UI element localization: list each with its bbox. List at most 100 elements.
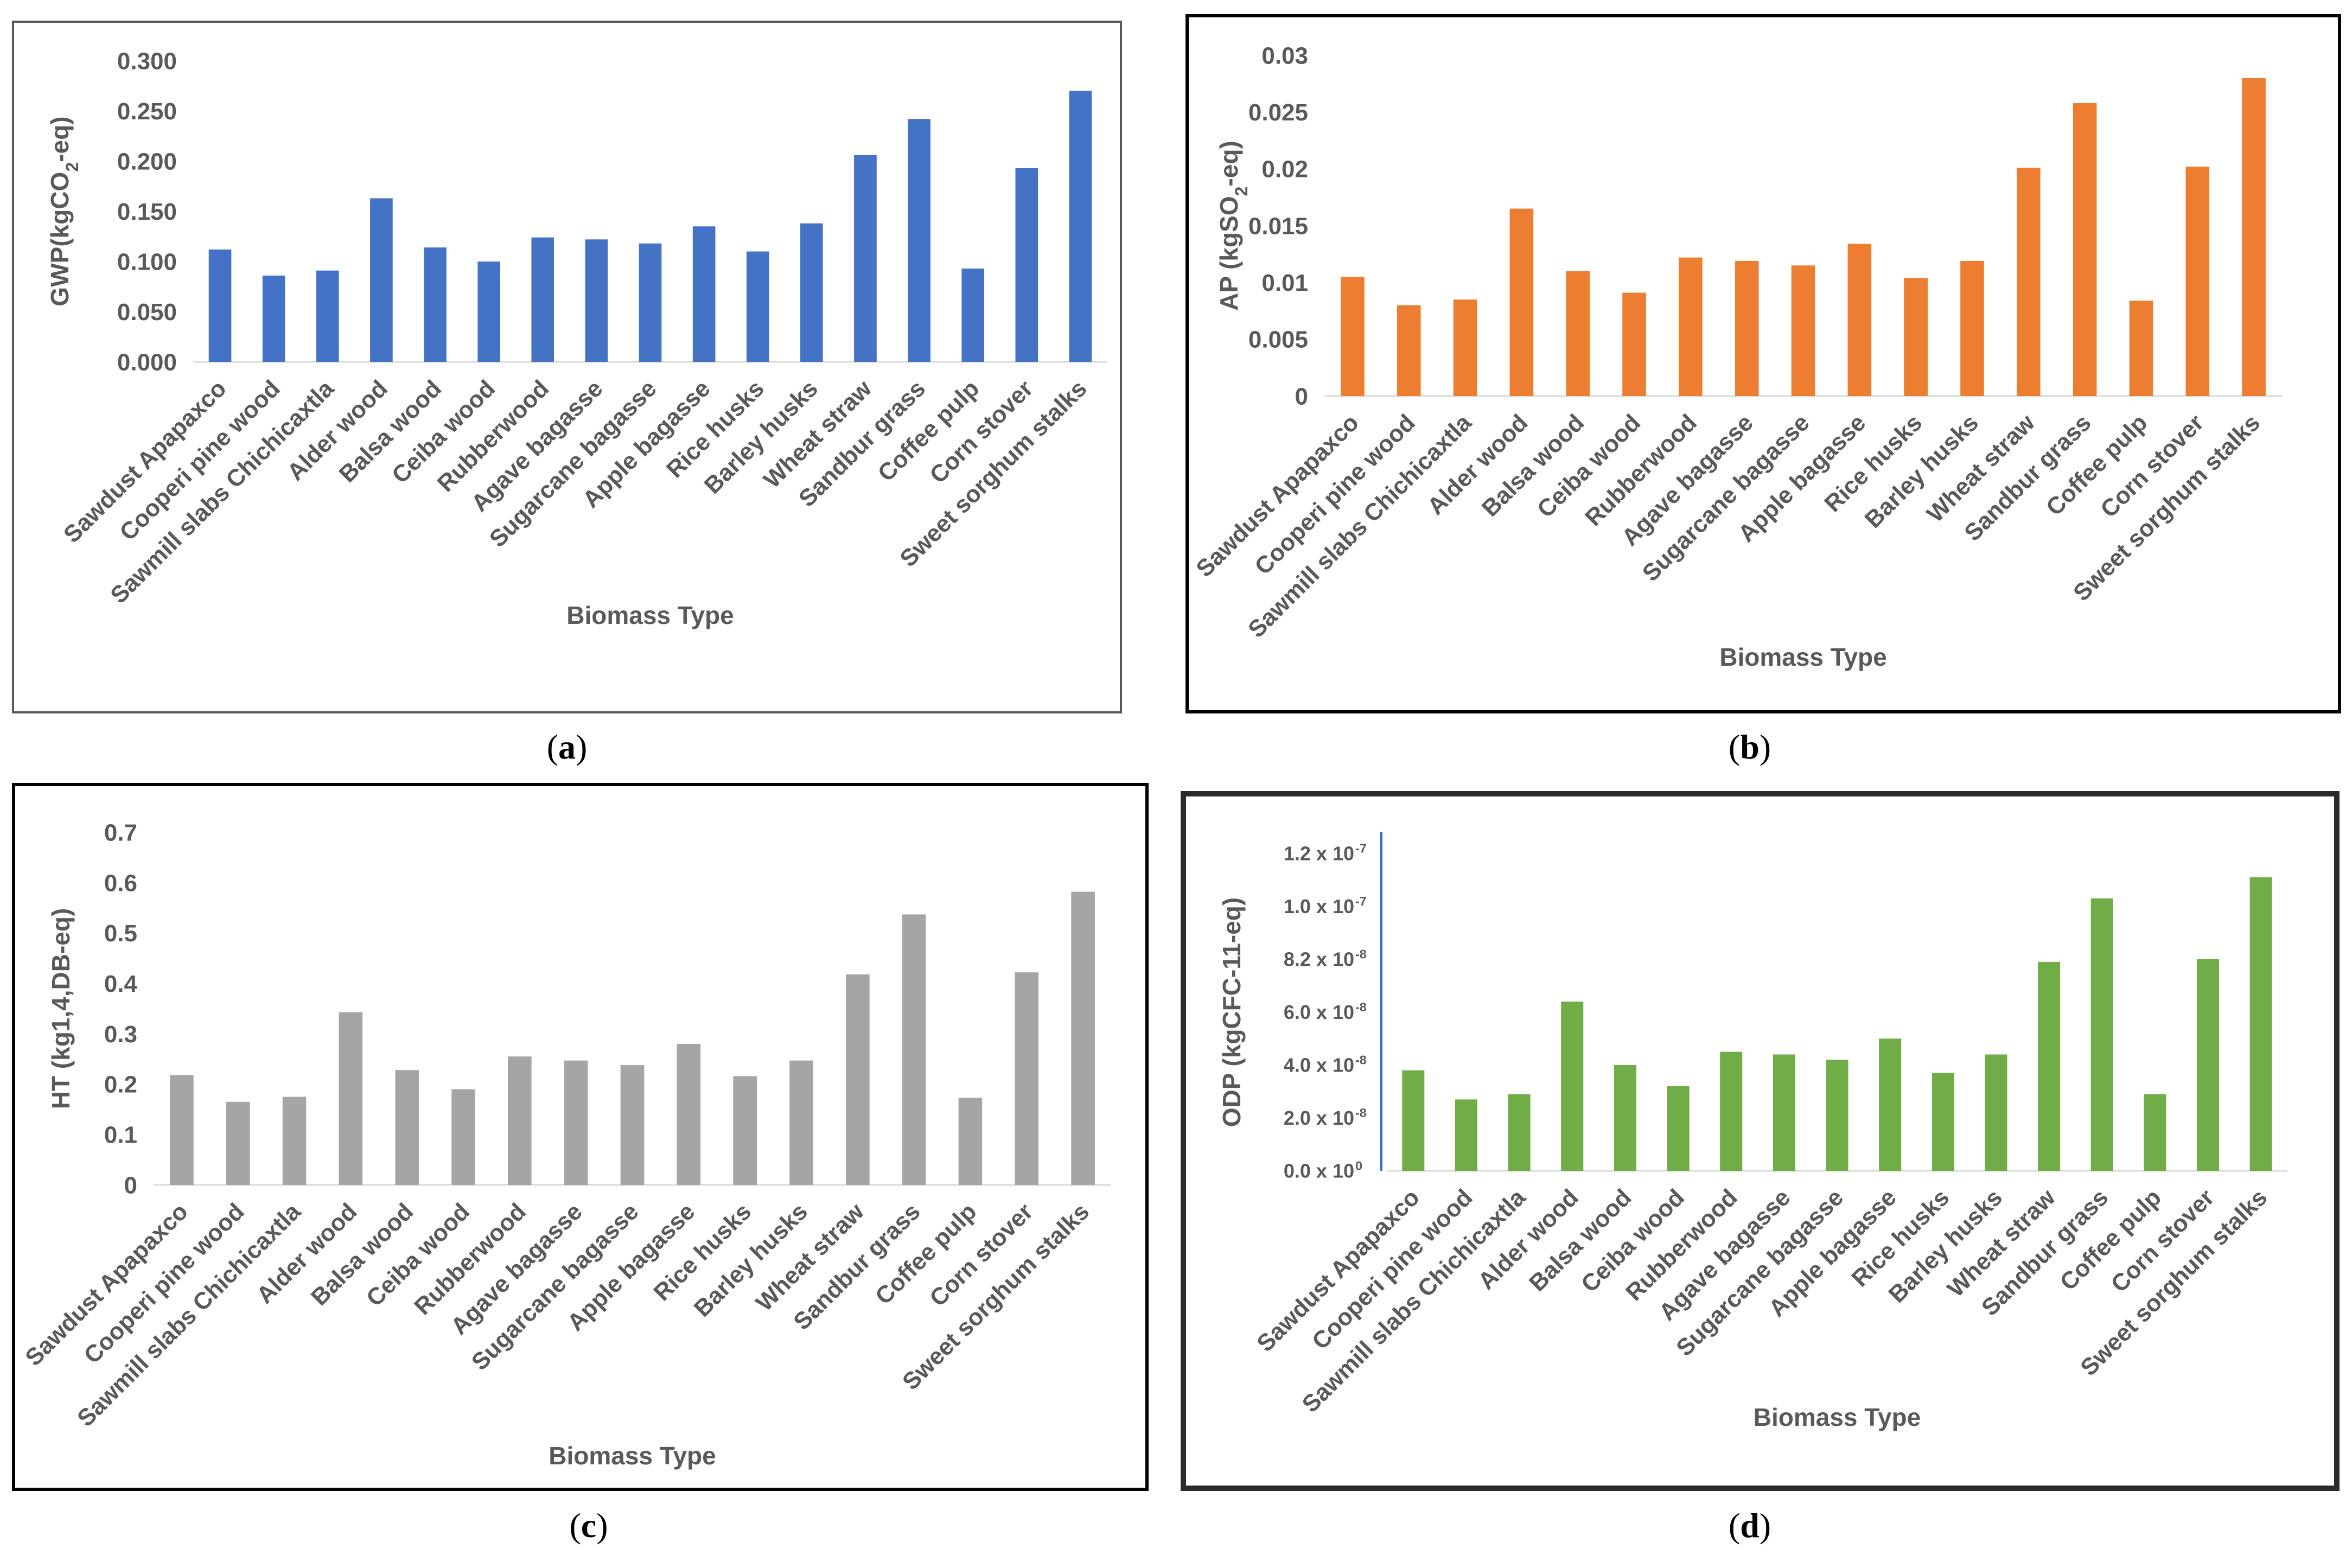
- bar-coffee-pulp: [958, 1098, 983, 1185]
- y-tick-exponent: -8: [1355, 1106, 1367, 1120]
- bar-cooperi-pine-wood: [1455, 1099, 1477, 1171]
- y-tick-label: 0: [1295, 383, 1308, 410]
- chart-panel-b: 0 0.005 0.01 0.015 0.02 0.025 0.03 Sawdust Apap…: [1185, 14, 2341, 713]
- y-tick-label: 6.0 x 10: [1284, 1001, 1354, 1023]
- bar-sawdust-apapaxco: [170, 1075, 194, 1185]
- bar-rice-husks: [733, 1076, 757, 1185]
- y-tick-label: 2.0 x 10: [1284, 1107, 1354, 1129]
- bar-corn-stover: [1015, 972, 1039, 1185]
- bar-sugarcane-bagasse: [1791, 265, 1815, 396]
- y-tick-label: 0.0 x 10: [1284, 1160, 1354, 1182]
- x-tick-label: Sawmill slabs Chichicaxtla: [105, 375, 339, 609]
- x-axis-title: Biomass Type: [1719, 643, 1886, 671]
- x-axis-title: Biomass Type: [549, 1442, 716, 1470]
- caption-d: (d): [1728, 1506, 1771, 1545]
- y-axis-title: HT (kg1,4,DB-eq): [47, 908, 75, 1110]
- bar-apple-bagasse: [677, 1044, 701, 1185]
- y-tick-label: 0.6: [104, 870, 137, 896]
- y-tick-label: 0.050: [117, 299, 177, 326]
- y-tick-label: 8.2 x 10: [1284, 948, 1354, 971]
- bar-sawmill-slabs-chichicaxtla: [316, 270, 339, 362]
- bar-wheat-straw: [2016, 168, 2041, 396]
- bar-alder-wood: [1509, 208, 1534, 396]
- bar-barley-husks: [1960, 260, 1984, 396]
- bar-ceiba-wood: [477, 262, 500, 362]
- y-tick-label: 0.100: [117, 248, 177, 275]
- bar-ceiba-wood: [451, 1089, 475, 1185]
- bar-balsa-wood: [395, 1070, 419, 1185]
- bar-corn-stover: [2197, 959, 2220, 1171]
- bar-wheat-straw: [2038, 961, 2061, 1171]
- y-tick-label: 1.2 x 10: [1284, 843, 1354, 865]
- y-tick-label: 0.01: [1261, 270, 1308, 296]
- bar-sawmill-slabs-chichicaxtla: [282, 1097, 307, 1185]
- bar-sawdust-apapaxco: [1341, 277, 1365, 396]
- bar-balsa-wood: [424, 247, 447, 362]
- chart-d-svg: 0.0 x 10 02.0 x 10 -84.0 x 10 -86.0 x 10 -88…: [1218, 832, 2287, 1431]
- bar-coffee-pulp: [961, 268, 985, 362]
- bar-sweet-sorghum-stalks: [2249, 877, 2272, 1171]
- caption-a: (a): [546, 728, 588, 766]
- bar-cooperi-pine-wood: [262, 275, 285, 362]
- bar-alder-wood: [339, 1012, 363, 1185]
- chart-panel-c: 0 0.1 0.2 0.3 0.4 0.5 0.6 0.7 Sawdust Apapaxco Co…: [12, 783, 1149, 1491]
- bar-rubberwood: [508, 1056, 532, 1185]
- bar-sweet-sorghum-stalks: [1069, 91, 1092, 362]
- y-tick-label: 0.250: [117, 98, 177, 125]
- y-tick-label: 0.02: [1261, 156, 1308, 183]
- bar-apple-bagasse: [1879, 1038, 1902, 1171]
- y-tick-label: 0.3: [104, 1021, 137, 1048]
- bar-ceiba-wood: [1622, 292, 1646, 396]
- chart-panel-d: 0.0 x 10 0 2.0 x 10 -8 4.0 x 10 -8 6.0 x 10 -8 8…: [1181, 791, 2340, 1491]
- bar-barley-husks: [789, 1060, 813, 1185]
- x-tick-label: Sawmill slabs Chichicaxtla: [1243, 409, 1477, 643]
- bar-sweet-sorghum-stalks: [1071, 891, 1095, 1185]
- bar-sawdust-apapaxco: [208, 249, 232, 362]
- y-axis-title: ODP (kgCFC-11-eq): [1218, 897, 1246, 1127]
- y-tick-label: 0.150: [117, 199, 177, 225]
- bar-balsa-wood: [1614, 1065, 1636, 1171]
- y-tick-label: 0.015: [1248, 213, 1308, 239]
- y-tick-exponent: -7: [1355, 842, 1367, 856]
- bar-rice-husks: [1904, 278, 1928, 396]
- bar-cooperi-pine-wood: [1397, 305, 1421, 396]
- y-tick-label: 0.005: [1248, 327, 1308, 353]
- y-tick-exponent: -8: [1355, 947, 1367, 961]
- bar-sawmill-slabs-chichicaxtla: [1508, 1094, 1531, 1171]
- bar-alder-wood: [1561, 1002, 1584, 1171]
- caption-b: (b): [1728, 728, 1771, 766]
- y-tick-label: 1.0 x 10: [1284, 895, 1354, 917]
- bar-wheat-straw: [854, 155, 877, 362]
- bar-rubberwood: [1720, 1051, 1743, 1171]
- bar-rice-husks: [746, 251, 769, 362]
- bar-sugarcane-bagasse: [639, 243, 662, 362]
- bar-agave-bagasse: [1773, 1054, 1795, 1171]
- x-tick-label: Sawmill slabs Chichicaxtla: [1297, 1184, 1531, 1418]
- y-tick-label: 0.000: [117, 349, 177, 375]
- bar-apple-bagasse: [1847, 244, 1872, 396]
- caption-c: (c): [569, 1506, 608, 1545]
- bar-rubberwood: [531, 237, 554, 362]
- y-tick-label: 0.4: [104, 971, 138, 997]
- bar-sandbur-grass: [908, 119, 930, 362]
- y-tick-exponent: -8: [1355, 1000, 1367, 1014]
- y-tick-label: 0.1: [104, 1122, 137, 1149]
- bar-barley-husks: [800, 223, 823, 362]
- bar-barley-husks: [1985, 1054, 2007, 1171]
- y-tick-label: 0.200: [117, 148, 177, 175]
- y-tick-label: 0.300: [117, 48, 177, 74]
- x-axis-title: Biomass Type: [566, 601, 734, 629]
- y-axis-title: GWP(kgCO2-eq): [46, 116, 82, 306]
- x-axis-title: Biomass Type: [1754, 1403, 1921, 1431]
- bar-rice-husks: [1932, 1073, 1954, 1171]
- y-tick-label: 0.03: [1261, 42, 1308, 69]
- chart-a-svg: 0.0000.0500.1000.1500.2000.2500.300Sawdu…: [46, 48, 1107, 629]
- bar-sawdust-apapaxco: [1402, 1070, 1425, 1171]
- bar-alder-wood: [370, 198, 393, 362]
- bar-sawmill-slabs-chichicaxtla: [1453, 299, 1477, 396]
- bar-corn-stover: [1015, 168, 1038, 362]
- chart-panel-a: 0.000 0.050 0.100 0.150 0.200 0.250 0.300 Sawdu…: [12, 21, 1122, 713]
- y-tick-exponent: -7: [1355, 894, 1367, 908]
